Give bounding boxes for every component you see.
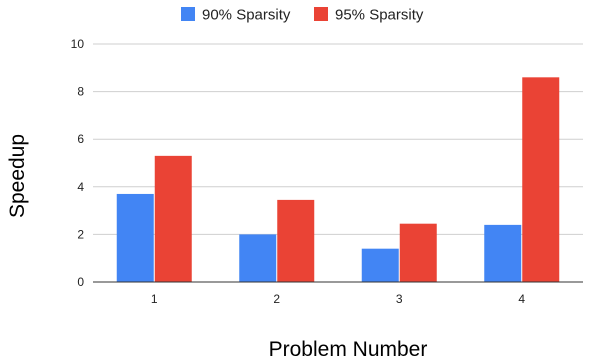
y-tick-label: 2 <box>77 227 84 241</box>
y-tick-label: 8 <box>77 85 84 99</box>
x-tick-label: 2 <box>273 292 280 306</box>
legend: 90% Sparsity 95% Sparsity <box>181 7 424 24</box>
bar-series1-problem-2 <box>239 234 277 282</box>
y-tick-label: 4 <box>77 180 84 194</box>
x-axis-title: Problem Number <box>269 338 428 360</box>
y-axis-title: Speedup <box>6 134 29 218</box>
x-tick-label: 1 <box>151 292 158 306</box>
bars <box>116 77 560 282</box>
legend-swatch <box>181 7 195 21</box>
y-tick-label: 10 <box>71 37 85 51</box>
bar-series1-problem-3 <box>361 248 399 282</box>
legend-label: 90% Sparsity <box>202 7 291 24</box>
y-tick-labels: 0 2 4 6 8 10 <box>71 37 85 289</box>
bar-series2-problem-4 <box>522 77 560 282</box>
bar-series1-problem-1 <box>116 193 154 282</box>
legend-label: 95% Sparsity <box>335 7 424 24</box>
bar-series2-problem-2 <box>277 199 315 282</box>
legend-swatch <box>314 7 328 21</box>
x-tick-label: 3 <box>396 292 403 306</box>
y-tick-label: 6 <box>77 132 84 146</box>
x-tick-label: 4 <box>518 292 525 306</box>
bar-series1-problem-4 <box>484 224 522 282</box>
bar-series2-problem-1 <box>154 155 192 282</box>
x-tick-labels: 1 2 3 4 <box>151 292 526 306</box>
y-tick-label: 0 <box>77 275 84 289</box>
bar-series2-problem-3 <box>399 223 437 282</box>
